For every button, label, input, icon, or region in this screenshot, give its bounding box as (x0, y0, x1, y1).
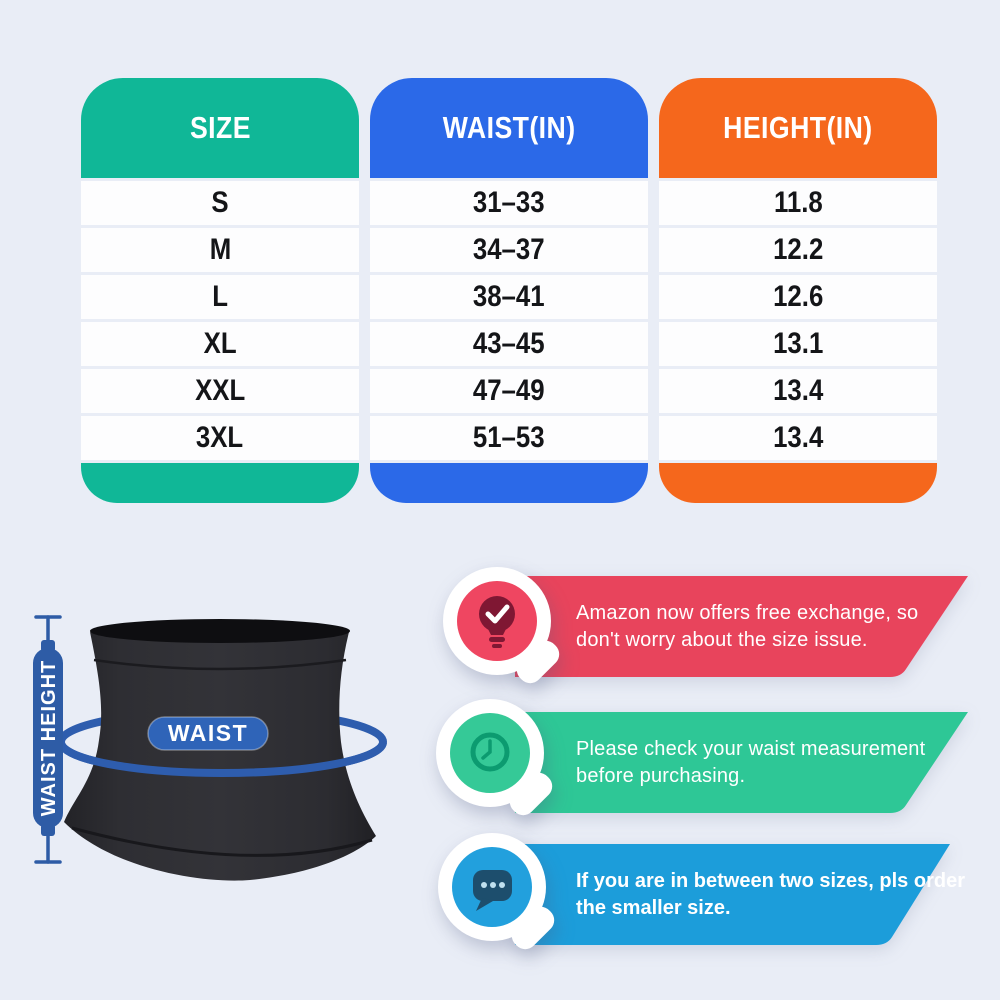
table-cell: 34–37 (370, 228, 648, 272)
table-cell: S (81, 181, 359, 225)
banner-check-measurement-text: Please check your waist measurement befo… (576, 738, 926, 787)
banner-ribbon (515, 576, 968, 677)
table-footer-bar (81, 463, 359, 503)
table-cell: 12.6 (659, 275, 937, 319)
lightbulb-badge (443, 567, 560, 684)
table-column-height: HEIGHT(IN) 11.8 12.2 12.6 13.1 13.4 13.4 (659, 78, 937, 503)
table-column-waist: WAIST(IN) 31–33 34–37 38–41 43–45 47–49 … (370, 78, 648, 503)
table-cell: 13.4 (659, 369, 937, 413)
table-cell: 3XL (81, 416, 359, 460)
trainer-bottom-seam (71, 826, 373, 857)
table-header-height: HEIGHT(IN) (659, 78, 937, 178)
clock-badge (436, 699, 553, 816)
table-header-waist: WAIST(IN) (370, 78, 648, 178)
table-cell: 47–49 (370, 369, 648, 413)
trainer-top-seam (93, 658, 347, 671)
banner-free-exchange-text: Amazon now offers free exchange, so don'… (576, 602, 919, 651)
waist-height-label: WAIST HEIGHT (38, 660, 60, 816)
waist-measure-loop-front (57, 743, 387, 777)
banner-ribbon (515, 712, 968, 813)
table-cell: 38–41 (370, 275, 648, 319)
clock-icon (470, 732, 510, 772)
size-table: SIZE S M L XL XXL 3XL WAIST(IN) 31–33 34… (81, 78, 937, 503)
waist-height-capsule (33, 648, 63, 828)
banner-check-measurement (515, 712, 985, 813)
chat-bubble-icon (473, 870, 512, 911)
banner-free-exchange (515, 576, 985, 677)
banner-between-sizes (515, 844, 985, 945)
table-cell: XXL (81, 369, 359, 413)
table-column-size: SIZE S M L XL XXL 3XL (81, 78, 359, 503)
table-cell: 31–33 (370, 181, 648, 225)
table-cell: 51–53 (370, 416, 648, 460)
table-cell: M (81, 228, 359, 272)
table-cell: XL (81, 322, 359, 366)
waist-trainer-illustration: WAIST WAIST HEIGHT (33, 615, 387, 881)
table-cell: 12.2 (659, 228, 937, 272)
table-cell: 13.4 (659, 416, 937, 460)
table-footer-bar (370, 463, 648, 503)
table-cell: L (81, 275, 359, 319)
banner-ribbon (515, 844, 950, 945)
table-header-size: SIZE (81, 78, 359, 178)
table-footer-bar (659, 463, 937, 503)
banner-between-sizes-text: If you are in between two sizes, pls ord… (576, 870, 965, 919)
waist-trainer-body (64, 632, 376, 881)
table-cell: 13.1 (659, 322, 937, 366)
chat-badge (438, 833, 555, 950)
waist-label: WAIST (168, 720, 248, 746)
table-cell: 11.8 (659, 181, 937, 225)
table-cell: 43–45 (370, 322, 648, 366)
lightbulb-check-icon (479, 596, 515, 648)
waist-label-pill (147, 716, 269, 751)
trainer-top-opening (90, 619, 350, 643)
